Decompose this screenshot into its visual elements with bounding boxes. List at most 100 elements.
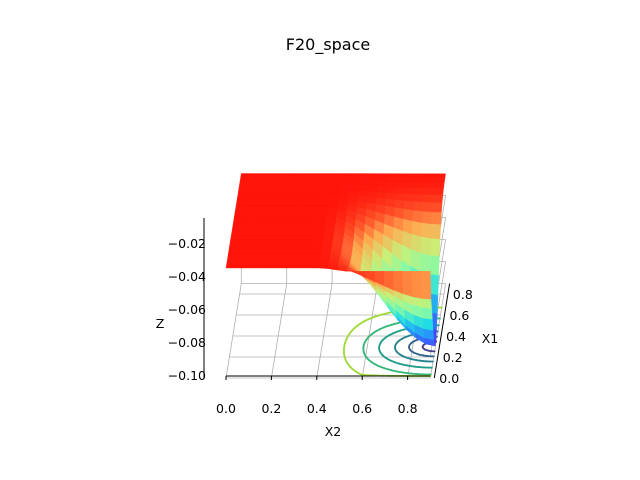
surface-patch [330,190,341,196]
surface-patch [273,199,284,204]
surface-patch [429,238,441,257]
surface-patch [241,224,252,230]
surface-patch [360,177,371,183]
surface-patch [282,259,293,264]
surface-patch [249,173,261,178]
surface-patch [411,221,423,238]
x1-tick-label: 0.8 [453,287,473,302]
surface-patch [292,194,304,200]
surface-patch [434,178,446,184]
surface-patch [246,250,257,256]
contour-segment [402,355,408,359]
surface-patch [423,328,434,340]
surface-patch [279,220,290,226]
surface-patch [425,178,436,184]
surface-patch [267,177,278,183]
surface-patch [242,220,253,226]
surface-patch [289,216,300,221]
surface-patch [388,173,400,179]
surface-patch [295,233,307,239]
surface-patch [294,237,306,243]
surface-patch [300,259,312,264]
surface-patch [406,182,417,189]
surface-patch [238,181,250,187]
surface-patch [305,229,317,234]
surface-patch [412,210,424,224]
surface-patch [301,194,313,200]
surface-patch [251,216,263,221]
axes [203,218,451,380]
surface-patch [264,199,275,204]
surface-patch [254,259,265,264]
surface-patch [305,173,316,178]
surface-patch [276,237,287,243]
surface-patch [236,199,247,204]
x2-tick-label: 0.8 [398,401,418,416]
surface-patch [225,263,237,269]
surface-patch [233,216,244,221]
surface-patch [291,259,302,264]
surface-patch [359,182,371,188]
surface-patch [379,173,391,179]
surface-patch [341,181,352,187]
surface-patch [368,182,380,188]
surface-patch [273,254,285,260]
surface-patch [281,263,292,269]
surface-patch [234,207,246,213]
surface-patch [243,211,254,217]
surface-patch [238,242,249,247]
surface-patch [309,263,320,269]
surface-patch [255,254,266,260]
surface-patch [313,237,324,243]
surface-patch [239,233,251,239]
surface-patch [405,188,416,195]
surface-patch [271,211,282,217]
surface-patch [237,190,249,196]
x1-axis-line [433,283,451,379]
surface-patch [321,186,333,191]
surface-patch [298,216,309,221]
surface-patch [303,186,314,191]
tick-labels: 0.0 0.2 0.4 0.6 0.8 0.0 0.2 0.4 0.6 0.8 −0.02 −0.04… [168,236,473,416]
surface-patch [265,190,276,196]
surface-patch [296,173,307,178]
surface-patch [287,224,299,230]
surface-patch [310,199,321,204]
surface-patch [269,224,280,230]
surface-patch [301,199,312,204]
contour-segment [408,357,413,361]
surface-patch [404,193,416,202]
surface-patch [292,254,303,260]
surface-patch [245,259,256,264]
surface-patch [294,242,305,247]
surface-patch [235,203,246,209]
surface-patch [267,237,278,243]
surface-patch [248,177,260,183]
surface-patch [275,186,286,191]
surface-patch [264,254,275,260]
surface-patch [304,233,316,239]
surface-patch [329,194,341,200]
surface-patch [323,177,334,183]
surface-patch [416,178,427,184]
surface-patch [277,173,288,178]
x1-axis-label: X1 [482,331,499,346]
surface-patch [235,263,246,269]
surface-patch [433,188,444,196]
chart-title: F20_space [286,35,371,55]
x2-tick-label: 0.6 [352,401,372,416]
surface-patch [269,220,281,226]
surface-patch [286,177,297,183]
surface-patch [311,190,323,196]
surface-patch [234,211,245,217]
surface-patch [333,173,344,179]
surface-patch [422,202,434,213]
surface-patch [351,173,363,179]
surface-patch [429,255,440,276]
surface-patch [253,207,264,213]
surface-patch [284,190,295,196]
surface-patch [308,211,319,217]
surface-patch [388,177,399,184]
surface-patch [329,199,340,205]
surface-patch [396,182,408,189]
